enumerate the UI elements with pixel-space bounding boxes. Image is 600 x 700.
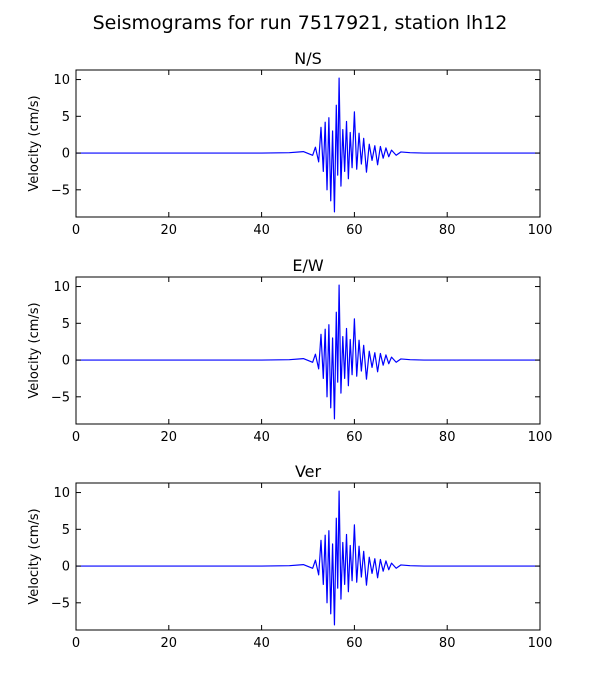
y-tick-label: −5 (51, 183, 70, 198)
plot-frame (75, 276, 541, 425)
x-tick-label: 100 (528, 636, 553, 651)
y-tick-label: 0 (62, 147, 70, 162)
x-tick-label: 100 (528, 430, 553, 445)
y-axis-label: Velocity (cm/s) (27, 95, 42, 191)
x-tick-label: 40 (253, 430, 270, 445)
x-tick-label: 0 (72, 223, 80, 238)
y-tick-label: 10 (53, 486, 70, 501)
x-tick-label: 80 (439, 636, 456, 651)
panel-title: N/S (294, 49, 322, 68)
y-tick-label: −5 (51, 596, 70, 611)
plot-frame (75, 69, 541, 218)
plot-frame (75, 482, 541, 631)
seismogram-trace (76, 490, 540, 626)
x-tick-label: 40 (253, 636, 270, 651)
panel-0: N/S Velocity (cm/s) 0 20 40 60 80 100 −5 0 5 10 (27, 49, 552, 238)
panel-2: Ver Velocity (cm/s) 0 20 40 60 80 100 −5 0 5 10 (27, 462, 552, 651)
x-tick-label: 100 (528, 223, 553, 238)
x-tick-label: 60 (346, 223, 363, 238)
x-tick-label: 40 (253, 223, 270, 238)
x-tick-label: 80 (439, 223, 456, 238)
x-tick-label: 0 (72, 636, 80, 651)
panel-title: Ver (295, 462, 322, 481)
seismogram-trace (76, 77, 540, 213)
y-tick-label: 5 (62, 523, 70, 538)
x-tick-label: 0 (72, 430, 80, 445)
panel-1: E/W Velocity (cm/s) 0 20 40 60 80 100 −5 0 5 10 (27, 256, 552, 445)
x-tick-label: 60 (346, 430, 363, 445)
y-tick-label: 0 (62, 354, 70, 369)
figure-title: Seismograms for run 7517921, station lh1… (93, 12, 508, 34)
y-axis-label: Velocity (cm/s) (27, 508, 42, 604)
x-tick-label: 20 (161, 636, 178, 651)
y-tick-label: 10 (53, 73, 70, 88)
x-tick-label: 20 (161, 223, 178, 238)
y-tick-label: −5 (51, 390, 70, 405)
x-tick-label: 60 (346, 636, 363, 651)
y-tick-label: 5 (62, 317, 70, 332)
y-tick-label: 5 (62, 110, 70, 125)
y-tick-label: 10 (53, 280, 70, 295)
y-tick-label: 0 (62, 560, 70, 575)
y-axis-label: Velocity (cm/s) (27, 302, 42, 398)
x-tick-label: 20 (161, 430, 178, 445)
panel-title: E/W (292, 256, 324, 275)
seismogram-trace (76, 284, 540, 420)
x-tick-label: 80 (439, 430, 456, 445)
